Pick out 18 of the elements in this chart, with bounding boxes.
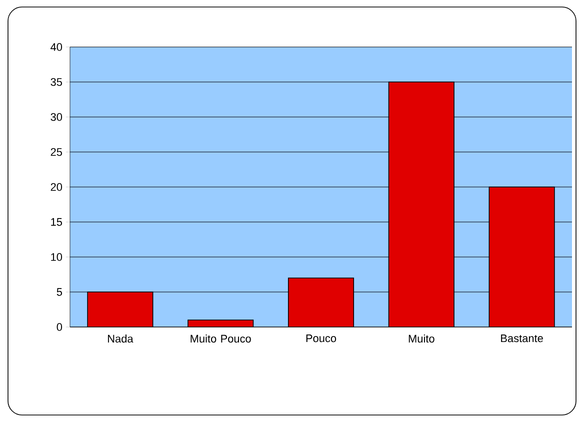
bar bbox=[288, 278, 354, 327]
y-tick-label: 40 bbox=[50, 43, 62, 51]
y-tick-label: 0 bbox=[56, 323, 62, 331]
x-tick-label: Pouco bbox=[306, 334, 336, 342]
y-tick-label: 20 bbox=[50, 183, 62, 191]
x-tick-label: Muito bbox=[408, 334, 434, 343]
bar bbox=[488, 186, 555, 327]
y-tick-label: 15 bbox=[51, 218, 62, 226]
y-tick-label: 35 bbox=[50, 78, 62, 86]
x-tick-label: Muito Pouco bbox=[190, 334, 251, 343]
x-tick-label: Bastante bbox=[501, 334, 543, 342]
y-tick-label: 5 bbox=[56, 288, 62, 296]
bar bbox=[388, 82, 454, 327]
x-tick-label: Nada bbox=[108, 334, 134, 343]
bar bbox=[88, 292, 153, 327]
y-tick-label: 25 bbox=[50, 148, 62, 156]
y-tick-label: 30 bbox=[50, 113, 62, 121]
y-tick-label: 10 bbox=[51, 253, 62, 261]
